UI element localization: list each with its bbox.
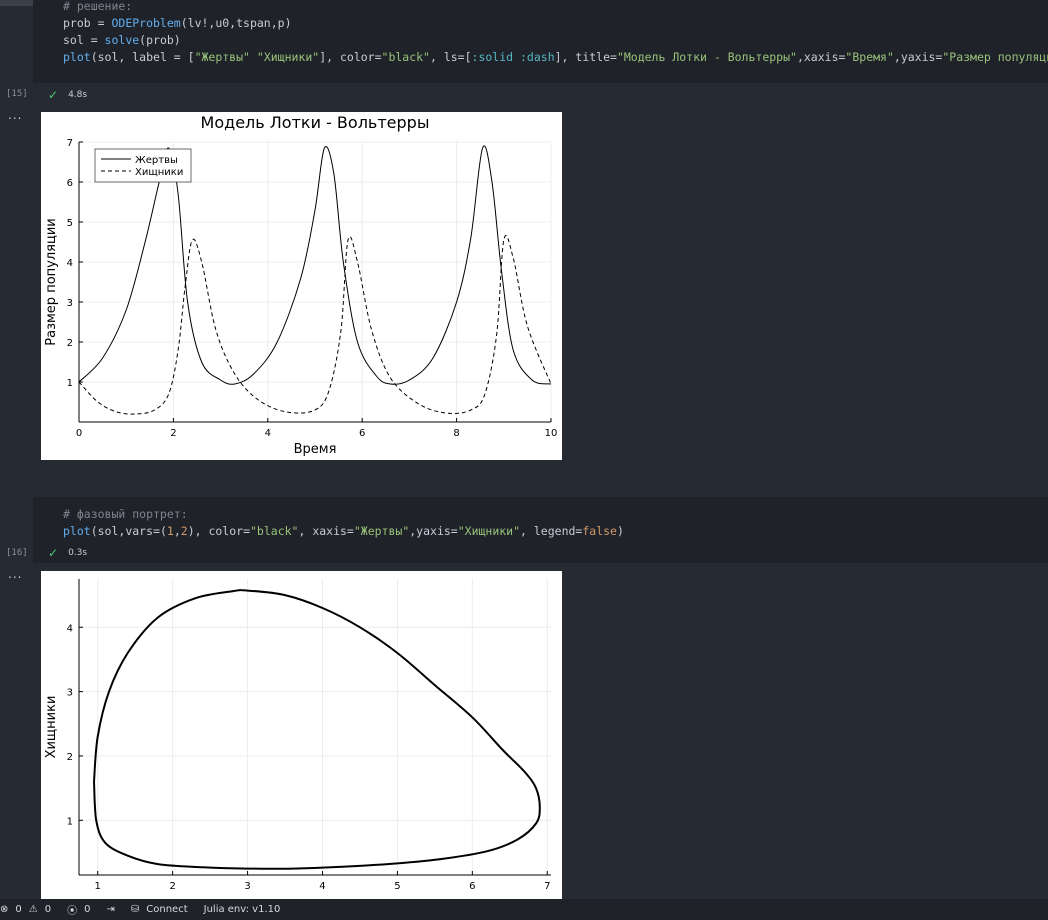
y-tick-label: 1 [67,378,73,389]
problems-indicator[interactable]: ⊗ 0 ⚠ 0 [0,904,52,915]
output-menu-button[interactable]: ... [8,567,23,581]
execution-status: ✓ 4.8s [48,88,87,102]
y-tick-label: 1 [67,816,73,827]
x-tick-label: 0 [76,428,82,439]
execution-status: ✓ 0.3s [48,546,87,560]
x-axis-label: Время [294,442,337,457]
y-axis-label: Хищники [44,696,59,759]
ports-indicator[interactable]: ⦿ 0 [67,904,91,917]
scroll-indicator [0,0,33,6]
execution-count: [15] [6,89,28,99]
code-line-sol: sol = solve(prob) [63,33,181,47]
x-tick-label: 8 [453,428,459,439]
y-tick-label: 3 [67,298,73,309]
time-series-plot: 0 2 4 6 8 10 1 2 3 4 5 6 7 Модель Лотки - Вольтерры Вр… [41,112,562,460]
y-tick-label: 7 [67,138,73,149]
y-tick-label: 4 [67,623,73,634]
antenna-icon: ⦿ [67,906,78,917]
code-cell-2[interactable]: # фазовый портрет: plot(sol,vars=(1,2), … [33,497,1048,563]
y-tick-label: 4 [67,258,73,269]
x-tick-label: 7 [544,881,550,892]
status-bar: ⊗ 0 ⚠ 0 ⦿ 0 ⇥ ⛁ Connect Julia env: v1.10 [0,899,1048,920]
execution-time: 4.8s [68,90,88,100]
code-cell-1[interactable]: # решение: prob = ODEProblem(lv!,u0,tspa… [33,0,1048,83]
code-line-prob: prob = ODEProblem(lv!,u0,tspan,p) [63,16,292,30]
code-line-comment: # решение: [63,0,133,13]
debug-icon: ⇥ [106,904,115,915]
x-tick-label: 5 [394,881,400,892]
error-icon: ⊗ [0,904,9,915]
y-tick-label: 2 [67,338,73,349]
x-tick-label: 4 [319,881,325,892]
check-icon: ✓ [48,88,59,102]
y-tick-label: 5 [67,218,73,229]
chart-title: Модель Лотки - Вольтерры [201,113,430,132]
y-axis-label: Размер популяции [44,218,59,345]
x-tick-label: 1 [95,881,101,892]
phase-portrait-chart: 1 2 3 4 5 6 7 1 2 3 4 Хищники [44,579,551,892]
legend-box [94,148,192,183]
x-tick-label: 4 [265,428,271,439]
phase-portrait-plot: 1 2 3 4 5 6 7 1 2 3 4 Хищники [41,571,562,899]
x-tick-label: 10 [545,428,558,439]
execution-count: [16] [6,548,28,558]
julia-env[interactable]: Julia env: v1.10 [203,904,281,915]
x-tick-label: 2 [170,428,176,439]
series-line-2 [78,234,552,415]
legend-label-1: Жертвы [135,155,178,166]
database-icon: ⛁ [130,904,140,915]
y-tick-label: 3 [67,688,73,699]
x-tick-label: 3 [244,881,250,892]
code-line-plot: plot(sol, label = ["Жертвы" "Хищники"], … [63,50,1048,64]
debug-indicator[interactable]: ⇥ [106,904,118,915]
y-tick-label: 2 [67,752,73,763]
x-tick-label: 2 [169,881,175,892]
code-line-plot: plot(sol,vars=(1,2), color="black", xaxi… [63,524,624,538]
check-icon: ✓ [48,546,59,560]
x-tick-label: 6 [359,428,365,439]
x-tick-label: 6 [469,881,475,892]
code-line-comment: # фазовый портрет: [63,507,188,521]
y-tick-label: 6 [67,178,73,189]
legend-label-2: Хищники [135,167,183,178]
execution-time: 0.3s [68,548,88,558]
output-menu-button[interactable]: ... [8,108,23,122]
connect-button[interactable]: ⛁ Connect [130,904,188,915]
series-line-1 [93,589,541,870]
warning-icon: ⚠ [28,904,38,915]
